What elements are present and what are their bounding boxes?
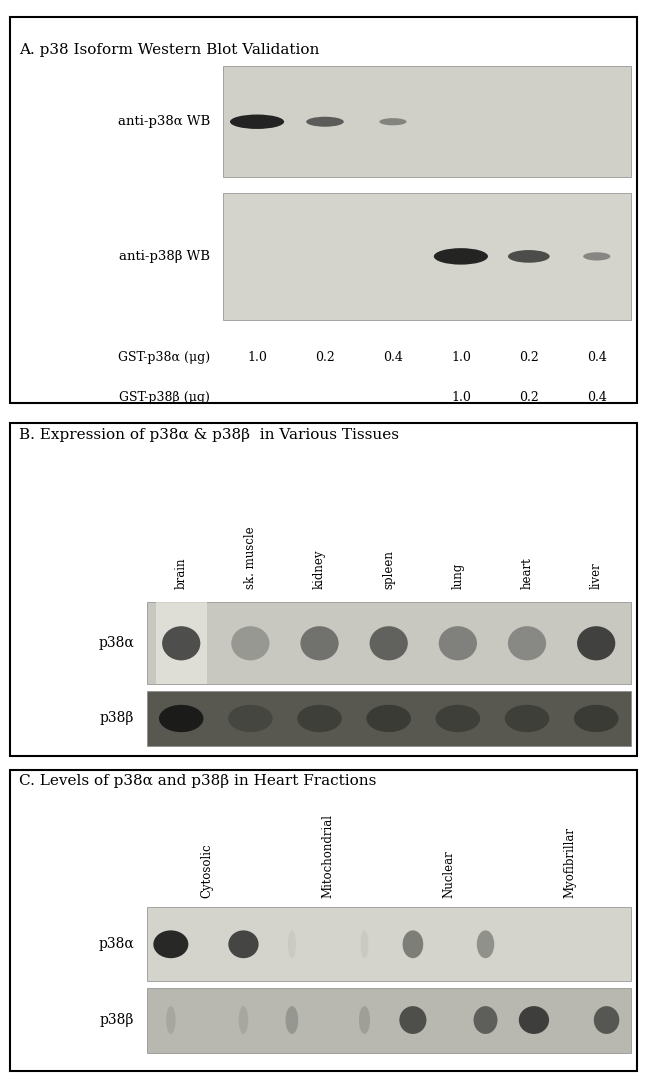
Ellipse shape	[159, 705, 203, 732]
Text: 0.2: 0.2	[315, 352, 335, 365]
Text: 1.0: 1.0	[247, 352, 267, 365]
Ellipse shape	[288, 930, 296, 958]
Text: A. p38 Isoform Western Blot Validation: A. p38 Isoform Western Blot Validation	[20, 42, 320, 56]
Ellipse shape	[285, 1006, 298, 1034]
Ellipse shape	[359, 1006, 370, 1034]
Text: lung: lung	[451, 562, 464, 588]
Text: B. Expression of p38α & p38β  in Various Tissues: B. Expression of p38α & p38β in Various …	[20, 427, 399, 442]
Ellipse shape	[474, 1006, 497, 1034]
Ellipse shape	[402, 930, 423, 958]
Ellipse shape	[370, 626, 408, 661]
Text: p38β: p38β	[99, 1013, 134, 1027]
Text: 0.2: 0.2	[519, 391, 539, 404]
Text: 0.4: 0.4	[587, 352, 606, 365]
Text: Mitochondrial: Mitochondrial	[322, 814, 335, 898]
Text: 0.4: 0.4	[587, 391, 606, 404]
Ellipse shape	[228, 705, 273, 732]
Ellipse shape	[434, 248, 488, 265]
Text: p38α: p38α	[98, 937, 134, 952]
Ellipse shape	[519, 1006, 549, 1034]
Ellipse shape	[153, 930, 188, 958]
Ellipse shape	[574, 705, 618, 732]
Text: spleen: spleen	[382, 550, 395, 588]
Text: 1.0: 1.0	[451, 391, 471, 404]
Ellipse shape	[594, 1006, 619, 1034]
Ellipse shape	[367, 705, 411, 732]
Text: C. Levels of p38α and p38β in Heart Fractions: C. Levels of p38α and p38β in Heart Frac…	[20, 775, 376, 788]
Text: Cytosolic: Cytosolic	[201, 843, 214, 898]
Ellipse shape	[228, 930, 259, 958]
Ellipse shape	[231, 626, 270, 661]
Bar	[147, 907, 630, 982]
Bar	[147, 987, 630, 1052]
Text: 0.2: 0.2	[519, 352, 539, 365]
Bar	[223, 66, 630, 177]
Ellipse shape	[297, 705, 342, 732]
Text: GST-p38β (μg): GST-p38β (μg)	[120, 391, 211, 404]
Ellipse shape	[504, 705, 549, 732]
Ellipse shape	[300, 626, 339, 661]
Text: kidney: kidney	[313, 549, 326, 588]
Ellipse shape	[380, 118, 406, 126]
Text: liver: liver	[590, 562, 603, 588]
Text: anti-p38β WB: anti-p38β WB	[120, 250, 211, 263]
Ellipse shape	[508, 626, 546, 661]
Ellipse shape	[162, 626, 200, 661]
Text: 1.0: 1.0	[451, 352, 471, 365]
Ellipse shape	[436, 705, 480, 732]
Text: heart: heart	[521, 557, 534, 588]
Bar	[147, 691, 630, 745]
Text: GST-p38α (μg): GST-p38α (μg)	[118, 352, 211, 365]
Bar	[147, 602, 630, 685]
Text: p38α: p38α	[98, 636, 134, 650]
Ellipse shape	[239, 1006, 248, 1034]
Ellipse shape	[508, 250, 550, 263]
Text: p38β: p38β	[99, 712, 134, 726]
Text: brain: brain	[175, 557, 188, 588]
Text: sk. muscle: sk. muscle	[244, 526, 257, 588]
Ellipse shape	[577, 626, 616, 661]
Text: anti-p38α WB: anti-p38α WB	[118, 115, 211, 128]
Ellipse shape	[583, 253, 610, 260]
Ellipse shape	[399, 1006, 426, 1034]
Bar	[223, 193, 630, 320]
Ellipse shape	[230, 115, 284, 129]
Text: 0.4: 0.4	[383, 352, 403, 365]
Ellipse shape	[476, 930, 494, 958]
Text: Myofibrillar: Myofibrillar	[564, 827, 577, 898]
Ellipse shape	[439, 626, 477, 661]
Ellipse shape	[361, 930, 369, 958]
Bar	[156, 602, 207, 685]
Text: Nuclear: Nuclear	[443, 851, 456, 898]
Ellipse shape	[166, 1006, 176, 1034]
Ellipse shape	[306, 117, 344, 127]
